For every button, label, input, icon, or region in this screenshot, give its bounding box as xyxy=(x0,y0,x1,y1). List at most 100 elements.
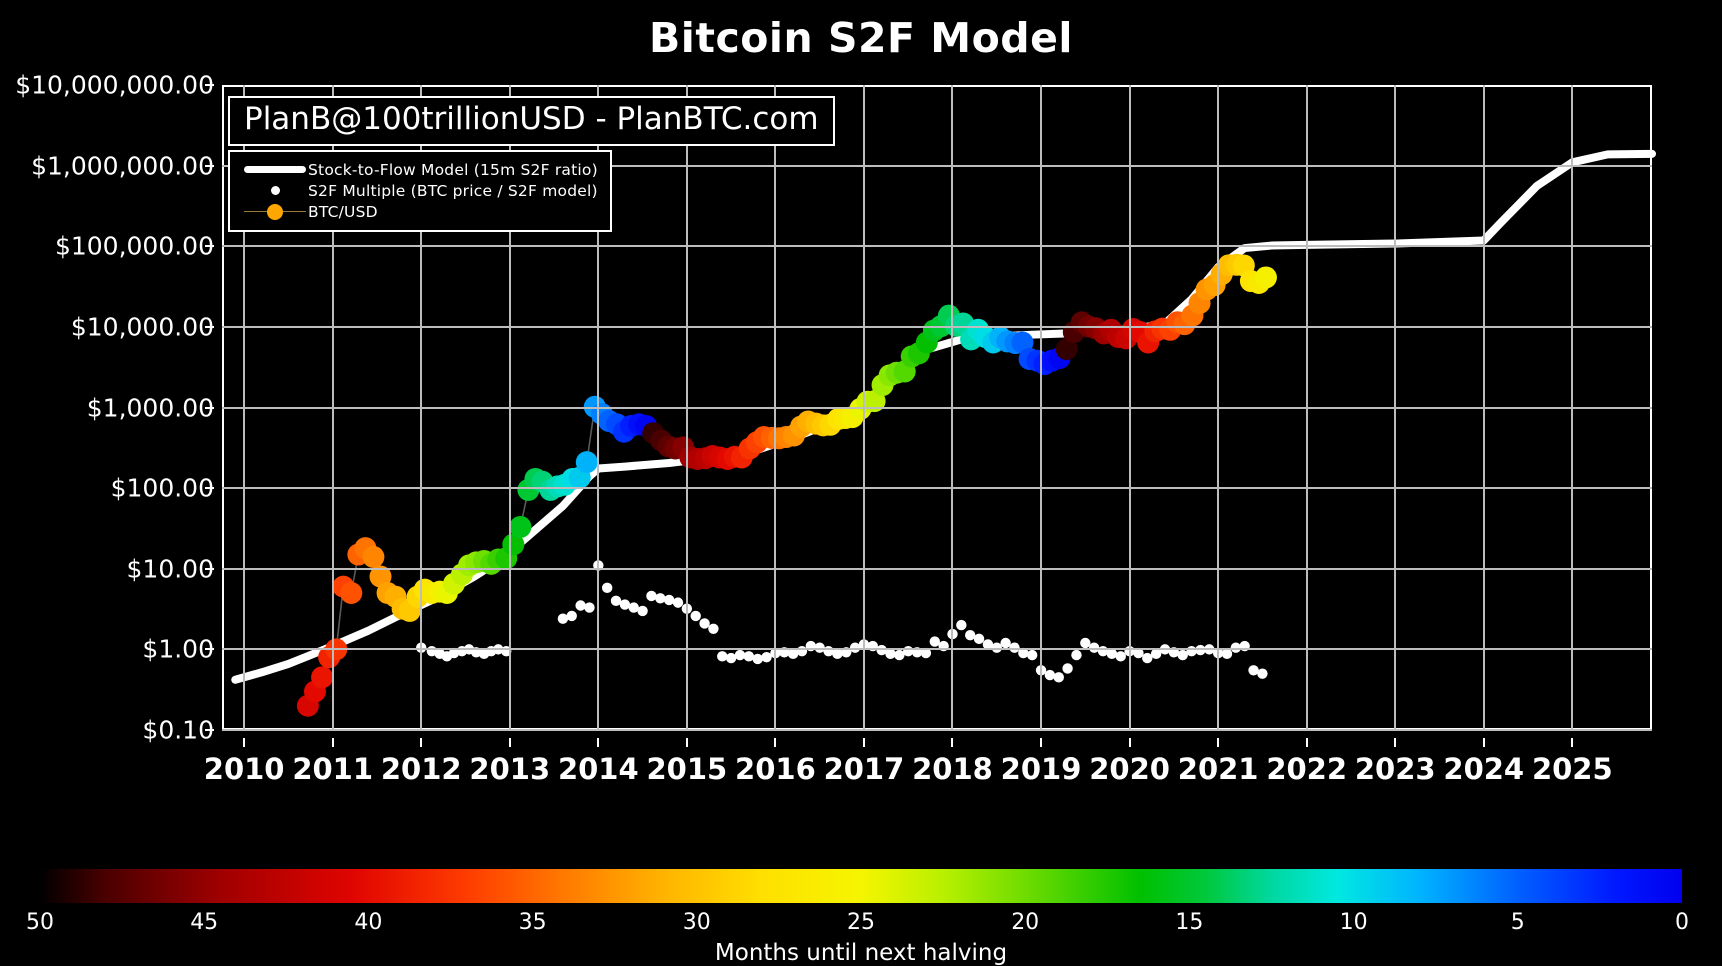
s2f-multiple-point xyxy=(655,593,666,604)
orange-dot-swatch xyxy=(267,203,283,220)
y-axis-tick-mark xyxy=(205,406,214,409)
gridline-vertical xyxy=(774,85,777,730)
s2f-multiple-point xyxy=(1142,652,1153,664)
x-axis-tick-mark xyxy=(331,738,334,747)
colorbar-tick-label: 15 xyxy=(1175,910,1204,935)
s2f-multiple-point xyxy=(761,651,772,663)
x-axis-tick-label: 2016 xyxy=(735,752,816,786)
s2f-multiple-point xyxy=(1026,649,1038,661)
s2f-multiple-point xyxy=(1053,672,1064,683)
legend-item-label: Stock-to-Flow Model (15m S2F ratio) xyxy=(308,160,598,179)
gridline-vertical xyxy=(597,85,600,730)
btc-data-point xyxy=(1254,266,1277,289)
y-axis-tick-mark xyxy=(205,567,214,570)
gridline-vertical xyxy=(862,85,865,730)
y-axis-tick-mark xyxy=(205,325,214,328)
y-axis-tick-label: $0.10 xyxy=(142,715,214,745)
s2f-multiple-point xyxy=(699,618,710,629)
s2f-multiple-point xyxy=(725,652,737,664)
gridline-vertical xyxy=(508,85,511,730)
gridline-horizontal xyxy=(222,487,1652,490)
x-axis-tick-mark xyxy=(1482,738,1485,747)
gridline-horizontal xyxy=(222,406,1652,409)
btc-usd-scatter xyxy=(296,253,1277,717)
s2f-multiple-point xyxy=(894,649,905,661)
gridline-vertical xyxy=(420,85,423,730)
chart-series-layer xyxy=(231,149,1656,717)
y-axis-tick-label: $100.00 xyxy=(110,473,214,503)
s2f-multiple-point xyxy=(1080,637,1091,649)
s2f-multiple-point xyxy=(1071,649,1082,661)
x-axis-tick-label: 2017 xyxy=(823,752,905,786)
watermark-annotation: PlanB@100trillionUSD - PlanBTC.com xyxy=(228,96,835,146)
y-axis-tick-label: $1,000.00 xyxy=(86,393,214,422)
s2f-multiple-point xyxy=(628,602,639,613)
s2f-multiple-point xyxy=(646,590,657,602)
y-axis-tick-mark xyxy=(205,164,214,167)
chart-legend: Stock-to-Flow Model (15m S2F ratio) S2F M… xyxy=(228,150,612,232)
gridline-vertical xyxy=(1217,85,1220,730)
gridline-vertical xyxy=(1040,85,1043,730)
y-axis-tick-label: $1.00 xyxy=(142,634,214,664)
x-axis-labels: 2010 2011 2012 2013 2014 2015 2016 2017 2018 2019… xyxy=(204,738,1652,786)
s2f-multiple-point xyxy=(717,651,728,662)
x-axis-tick-label: 2019 xyxy=(1000,752,1082,786)
colorbar-gradient xyxy=(40,869,1682,903)
s2f-multiple-point xyxy=(1248,665,1259,676)
gridline-vertical xyxy=(243,85,246,730)
s2f-multiple-point xyxy=(787,648,799,660)
s2f-multiple-point xyxy=(1221,648,1233,660)
colorbar-tick-label: 30 xyxy=(682,910,711,935)
gridline-vertical xyxy=(685,85,688,730)
x-axis-tick-label: 2012 xyxy=(380,752,462,786)
s2f-multiple-point xyxy=(1133,647,1144,659)
gridline-vertical xyxy=(1305,85,1308,730)
gridline-vertical xyxy=(1394,85,1397,730)
x-axis-tick-label: 2014 xyxy=(557,752,639,786)
s2f-multiple-point xyxy=(885,648,896,660)
x-axis-tick-mark xyxy=(1217,738,1220,747)
x-axis-tick-mark xyxy=(1128,738,1131,747)
legend-s2f-dot-swatch xyxy=(242,180,308,201)
dot-swatch xyxy=(270,186,280,195)
s2f-multiple-point xyxy=(708,623,719,634)
btc-data-point xyxy=(311,666,334,689)
x-axis-tick-mark xyxy=(420,738,423,747)
s2f-multiple-point xyxy=(1106,648,1118,660)
colorbar-tick-label: 35 xyxy=(518,910,547,935)
y-axis-tick-label: $10,000.00 xyxy=(70,312,214,342)
gridline-horizontal xyxy=(222,648,1652,651)
s2f-multiple-point xyxy=(601,582,613,594)
s2f-multiple-point xyxy=(982,639,994,650)
x-axis-tick-mark xyxy=(1571,738,1574,747)
colorbar-title: Months until next halving xyxy=(714,940,1008,966)
legend-item-label: BTC/USD xyxy=(308,202,378,221)
x-axis-tick-mark xyxy=(243,738,246,747)
x-axis-tick-label: 2015 xyxy=(646,752,728,786)
s2f-multiple-point xyxy=(973,633,985,645)
x-axis-tick-mark xyxy=(508,738,511,747)
s2f-multiple-point xyxy=(448,647,460,659)
legend-btc-swatch xyxy=(242,201,308,222)
gridline-vertical xyxy=(1571,85,1574,730)
btc-data-point xyxy=(340,582,363,605)
x-axis-tick-mark xyxy=(1305,738,1308,747)
x-axis-tick-label: 2013 xyxy=(469,752,551,786)
s2f-multiple-point xyxy=(1044,669,1056,681)
btc-data-point xyxy=(509,515,532,538)
y-axis-tick-label: $10.00 xyxy=(126,554,214,584)
y-axis-tick-mark xyxy=(205,487,214,490)
gridline-horizontal xyxy=(222,245,1652,248)
gridline-vertical xyxy=(1482,85,1485,730)
y-axis-labels: $10,000,000.00 $1,000,000.00 $100,000.00 $1… xyxy=(0,71,214,745)
s2f-multiple-point xyxy=(1115,651,1126,662)
s2f-multiple-point xyxy=(956,619,967,631)
s2f-multiple-point xyxy=(743,651,755,662)
gridline-horizontal xyxy=(222,567,1652,570)
s2f-multiple-point xyxy=(663,594,675,606)
s2f-multiple-point xyxy=(920,647,932,659)
colorbar-tick-label: 0 xyxy=(1675,910,1689,935)
x-axis-tick-label: 2021 xyxy=(1177,752,1259,786)
s2f-multiple-point xyxy=(1000,637,1011,649)
